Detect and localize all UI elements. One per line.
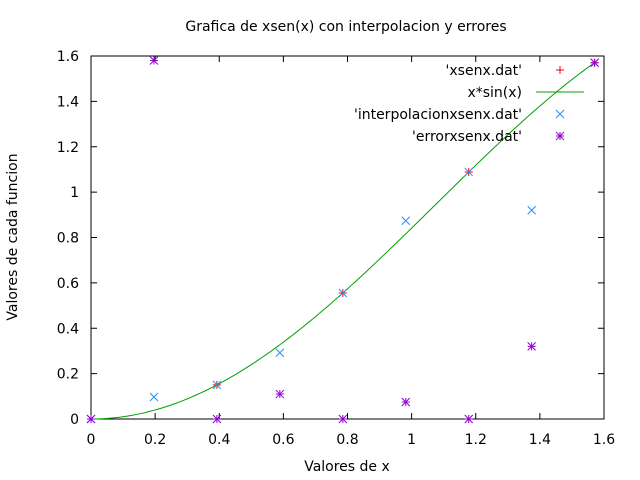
x-tick-label: 0 [87, 432, 96, 448]
y-tick-label: 0 [70, 412, 79, 428]
axis-ticks: 0 0.2 0.4 0.6 0.8 1 1.2 1.4 1.6 0 0.2 0.4 0.6 0.8 1 1.2… [57, 49, 615, 448]
y-tick-label: 0.8 [57, 231, 79, 247]
y-tick-label: 0.6 [57, 276, 79, 292]
x-axis-label: Valores de x [304, 459, 390, 475]
legend-label: 'xsenx.dat' [446, 63, 522, 79]
y-tick-label: 0.2 [57, 367, 79, 383]
data-point [527, 342, 537, 351]
x-tick-label: 1.2 [465, 432, 487, 448]
legend-swatch [556, 66, 564, 74]
data-point [212, 414, 222, 424]
y-axis-label: Valores de cada funcion [5, 153, 21, 320]
data-point [149, 392, 159, 402]
x-tick-label: 1.4 [529, 432, 551, 448]
data-point [401, 397, 411, 407]
x-tick-label: 1.6 [593, 432, 615, 448]
x-tick-label: 0.6 [272, 432, 294, 448]
data-point [338, 288, 348, 298]
data-point [590, 58, 599, 68]
legend-label: 'errorxsenx.dat' [412, 129, 522, 145]
x-tick-label: 0.8 [336, 432, 358, 448]
chart-title: Grafica de xsen(x) con interpolacion y e… [185, 19, 506, 35]
data-point [275, 389, 285, 399]
y-tick-label: 1 [70, 185, 79, 201]
legend-swatch [555, 109, 565, 119]
data-point [275, 348, 285, 358]
legend-swatch [555, 131, 565, 141]
data-point [338, 414, 348, 424]
y-tick-label: 1.4 [57, 94, 79, 110]
series-layer [86, 56, 599, 424]
data-point [464, 414, 474, 424]
y-tick-label: 1.2 [57, 140, 79, 156]
legend-label: x*sin(x) [467, 85, 522, 101]
data-point [212, 380, 222, 390]
y-tick-label: 1.6 [57, 49, 79, 65]
x-tick-label: 0.2 [144, 432, 166, 448]
legend-label: 'interpolacionxsenx.dat' [354, 107, 522, 123]
plot-border [90, 55, 605, 420]
legend: 'xsenx.dat' x*sin(x) 'interpolacionxsenx.d… [354, 63, 584, 145]
y-tick-label: 0.4 [57, 321, 79, 337]
data-point [527, 205, 537, 215]
data-point [464, 167, 474, 177]
x-tick-label: 1 [407, 432, 416, 448]
series-3 [86, 56, 599, 424]
x-tick-label: 0.4 [208, 432, 230, 448]
data-point [149, 56, 159, 65]
data-point [401, 216, 411, 226]
data-point [86, 414, 96, 424]
